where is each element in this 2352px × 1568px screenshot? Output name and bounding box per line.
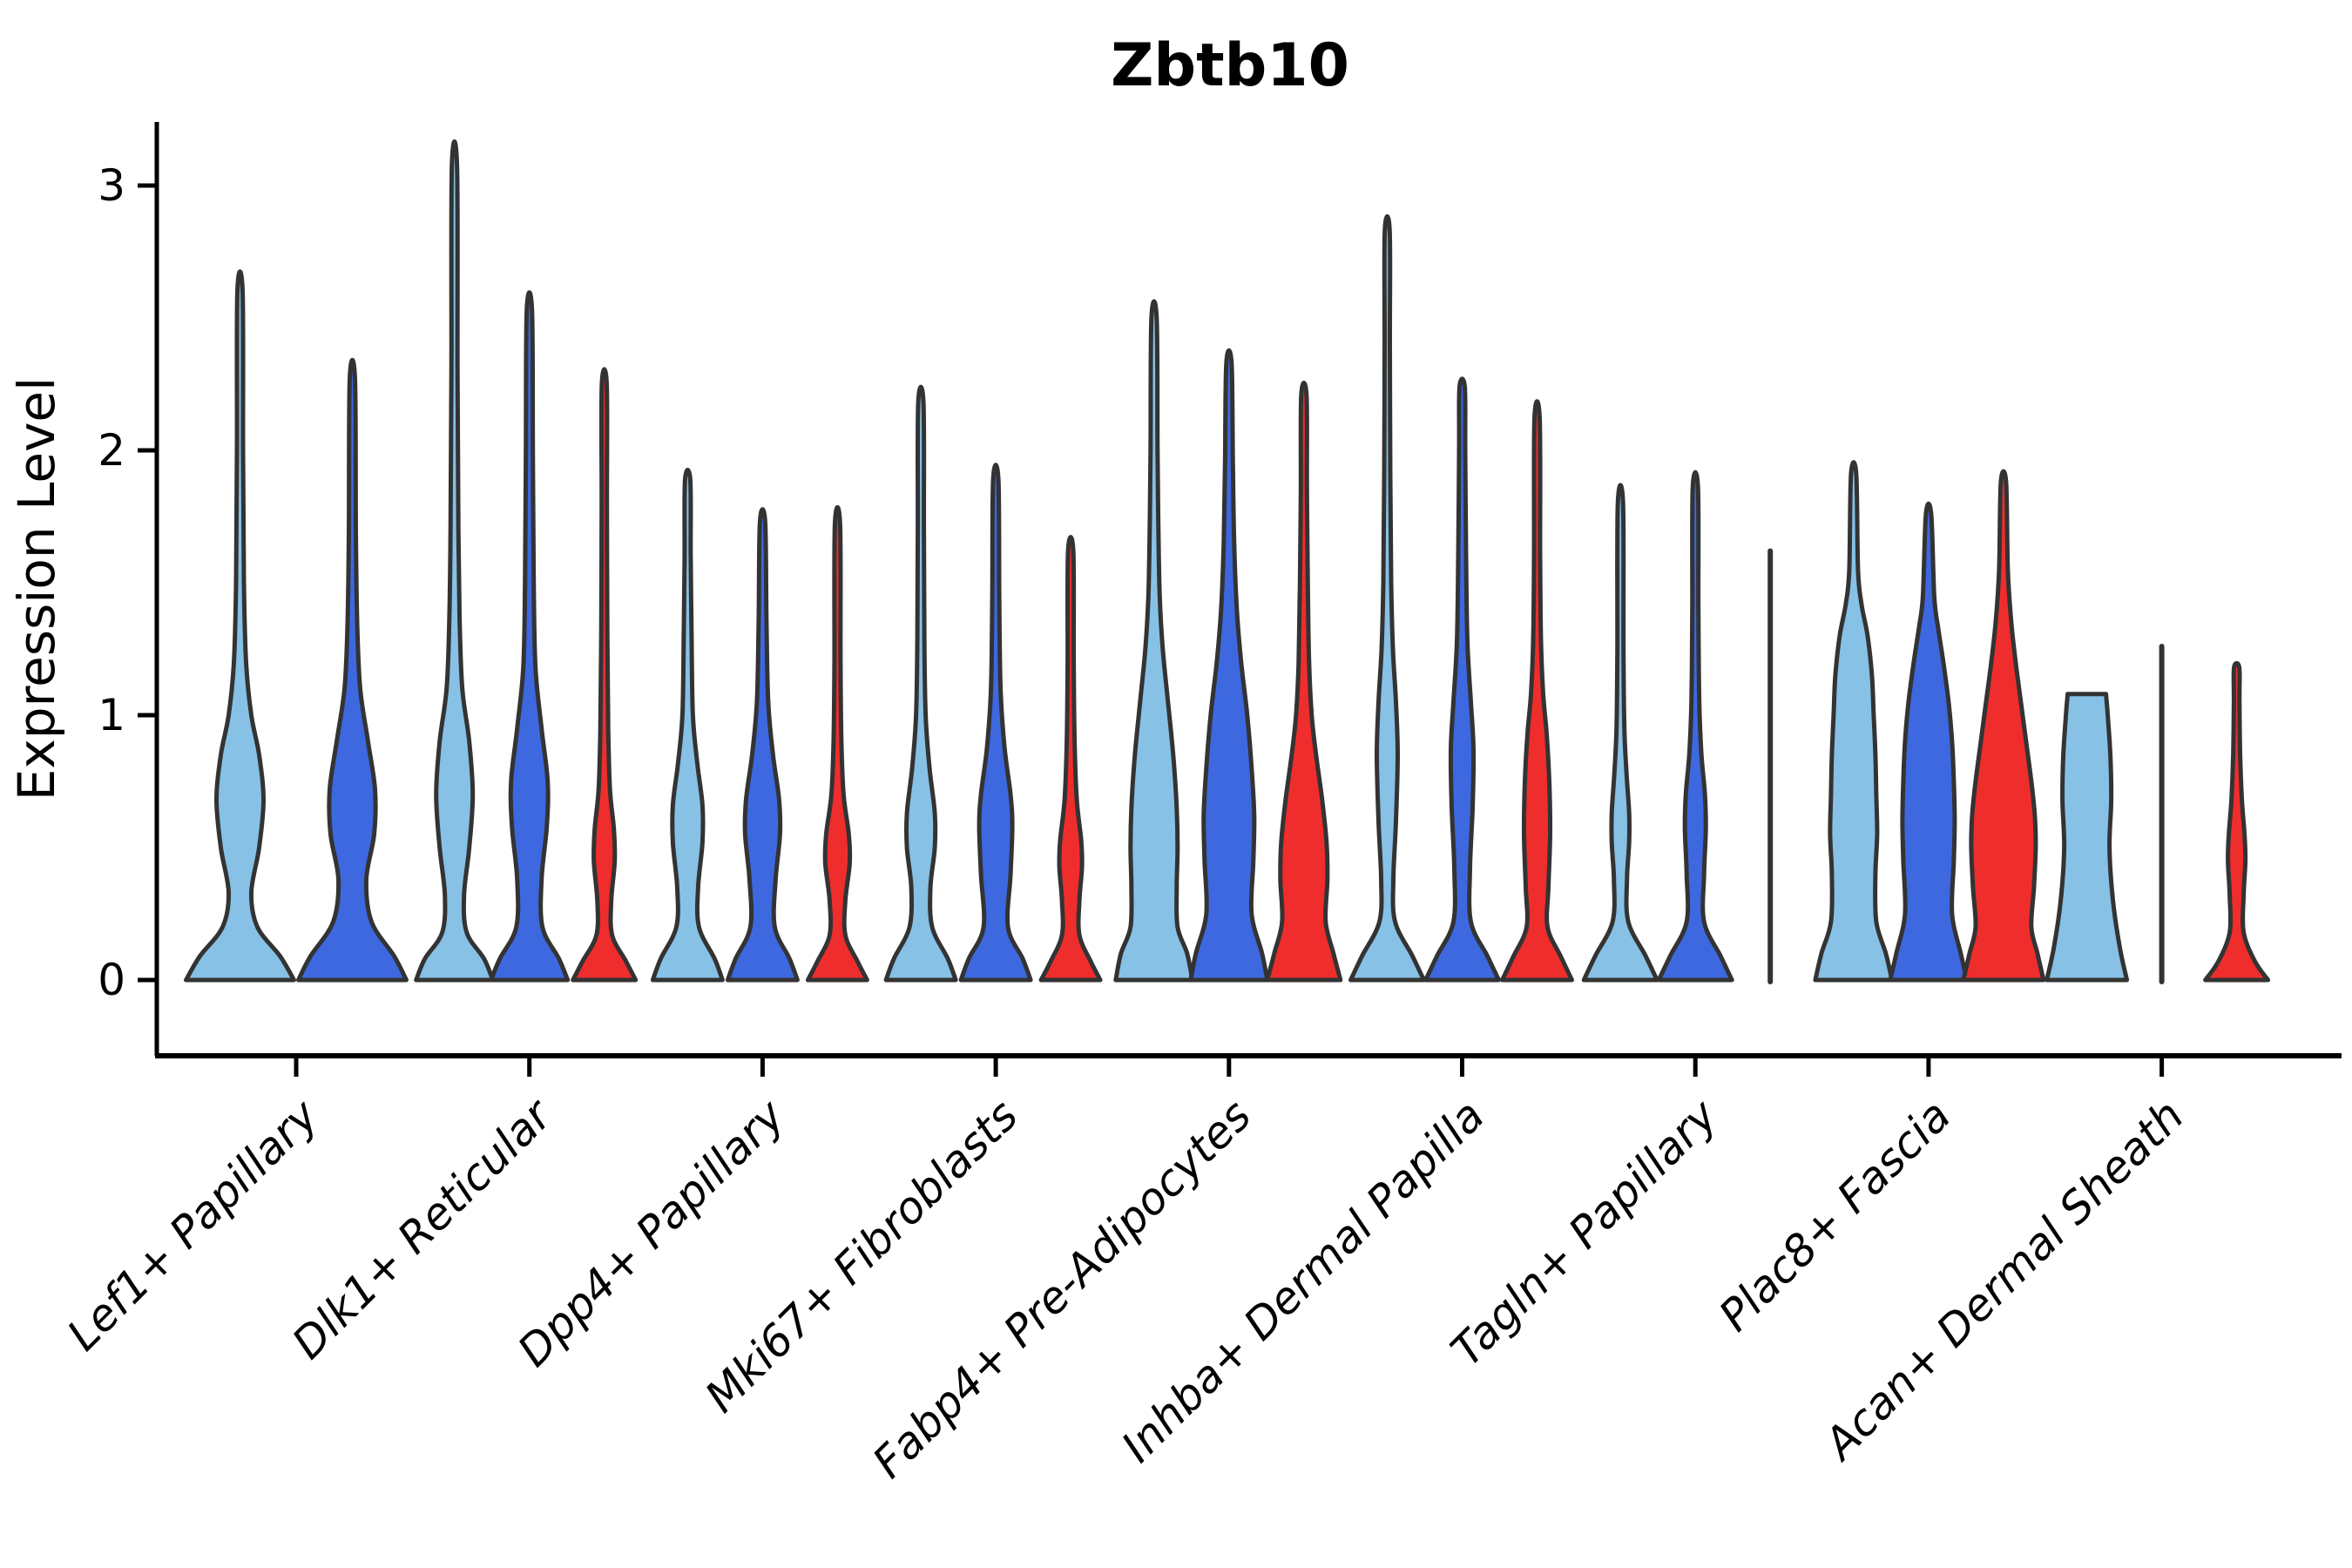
violin-light-blue <box>1813 460 1895 983</box>
violin-light-blue <box>414 139 496 983</box>
violin-dark-blue <box>1656 470 1734 983</box>
violins-layer <box>184 139 2271 984</box>
violin-dark-blue <box>1423 376 1501 983</box>
violin-red <box>1500 399 1574 983</box>
chart-title: Zbtb10 <box>1111 31 1349 100</box>
violin-light-blue <box>184 269 296 983</box>
y-axis-label: Expression Level <box>7 377 66 801</box>
violin-light-blue <box>1113 299 1195 983</box>
violin-red <box>1961 469 2046 983</box>
y-tick-label: 0 <box>98 955 125 1005</box>
violin-dark-blue <box>1188 348 1270 983</box>
violin-dark-blue <box>1888 501 1970 983</box>
y-tick-label: 2 <box>98 425 125 476</box>
violin-light-blue <box>883 384 958 983</box>
y-tick-label: 3 <box>98 160 125 211</box>
violin-light-blue <box>1581 483 1659 983</box>
x-tick-label: Lef1+ Papillary <box>57 1089 328 1360</box>
violin-dark-blue <box>296 357 409 983</box>
x-tick-label: Fabp4+ Pre-Adipocytes <box>863 1090 1261 1488</box>
violin-dark-blue <box>725 507 800 983</box>
violin-red <box>1038 535 1103 983</box>
violin-dark-blue <box>958 463 1033 983</box>
violin-red <box>805 504 869 983</box>
violin-light-blue <box>2044 692 2130 983</box>
violin-red <box>2203 660 2271 983</box>
violin-light-blue <box>650 467 725 983</box>
x-tick-label: Plac8+ Fascia <box>1709 1090 1960 1341</box>
violin-light-blue <box>1348 213 1426 983</box>
violin-red <box>1265 380 1343 983</box>
axes-layer <box>154 122 2342 1058</box>
violin-dark-blue <box>489 290 571 983</box>
violin-red <box>571 367 639 983</box>
y-tick-label: 1 <box>98 690 125 740</box>
